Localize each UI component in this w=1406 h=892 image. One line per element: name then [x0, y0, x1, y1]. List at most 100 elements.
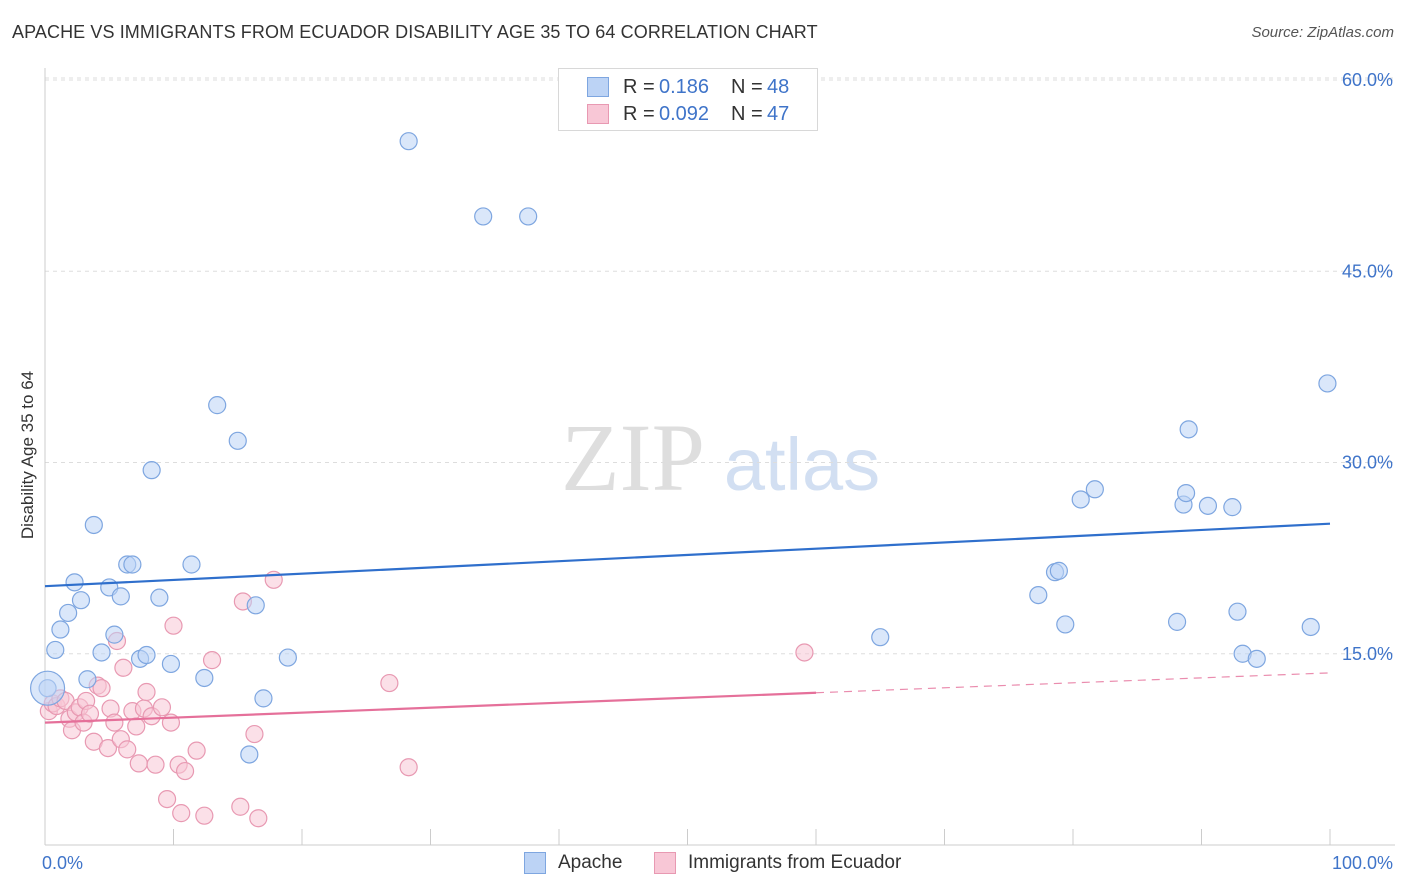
x-tick-labels: 0.0% 100.0% — [42, 853, 1393, 873]
data-point — [254, 689, 273, 708]
data-point — [871, 628, 890, 647]
watermark-zip: ZIP — [561, 404, 705, 511]
data-point — [795, 643, 814, 662]
data-point — [59, 603, 78, 623]
data-point — [172, 804, 191, 823]
legend-row-ecuador: R = 0.092 N = 47 — [587, 102, 789, 126]
data-point — [1167, 612, 1187, 631]
data-point-large — [29, 670, 66, 706]
data-point — [142, 461, 161, 480]
data-point — [1029, 585, 1048, 605]
y-tick-label: 45.0% — [1342, 261, 1393, 281]
gridlines — [45, 77, 1395, 655]
legend-r-label: R = — [623, 75, 655, 98]
data-point — [137, 645, 156, 665]
data-point — [474, 207, 493, 226]
data-point — [111, 587, 130, 606]
legend-r-value: 0.092 — [659, 102, 710, 125]
data-point — [240, 745, 259, 764]
data-point — [195, 668, 214, 688]
data-point — [92, 643, 111, 662]
data-point — [228, 431, 247, 450]
data-point — [127, 717, 146, 736]
trend-line-extension — [815, 672, 1331, 694]
legend-n-label: N = — [731, 75, 763, 98]
data-point — [65, 573, 84, 592]
data-point — [1223, 498, 1242, 517]
data-point — [164, 616, 183, 635]
data-point — [157, 789, 177, 809]
legend-n-value: 48 — [767, 75, 790, 98]
trend-line — [44, 522, 1331, 588]
data-point — [208, 396, 227, 415]
data-point — [399, 132, 418, 151]
x-tick-label: 100.0% — [1332, 853, 1393, 873]
chart-title: APACHE VS IMMIGRANTS FROM ECUADOR DISABI… — [12, 22, 818, 42]
data-point — [1049, 561, 1068, 580]
data-point — [519, 207, 538, 226]
series-legend: Apache Immigrants from Ecuador — [0, 852, 1406, 878]
data-point — [118, 740, 137, 759]
data-point — [78, 670, 97, 689]
data-point — [1176, 484, 1196, 503]
data-point — [187, 741, 206, 760]
data-point — [399, 758, 418, 777]
data-point — [152, 698, 172, 717]
data-point — [175, 761, 195, 781]
data-point — [84, 515, 103, 535]
data-point — [51, 620, 70, 639]
data-point — [231, 797, 250, 816]
data-point — [150, 588, 169, 607]
data-point — [1085, 480, 1104, 499]
data-point — [245, 724, 264, 744]
y-tick-labels: 15.0% 30.0% 45.0% 60.0% — [1342, 70, 1393, 664]
data-point — [92, 679, 111, 698]
ecuador-points — [39, 570, 814, 828]
data-point — [182, 555, 201, 574]
data-point — [105, 713, 124, 732]
watermark-atlas: atlas — [724, 423, 880, 506]
data-point — [195, 806, 214, 825]
data-point — [1056, 615, 1075, 634]
apache-points — [29, 132, 1337, 764]
y-tick-label: 15.0% — [1342, 644, 1393, 664]
legend-swatch-apache — [587, 77, 609, 97]
legend-item-apache[interactable]: Apache — [524, 852, 622, 874]
legend-r-label: R = — [623, 102, 655, 125]
data-point — [105, 625, 124, 644]
data-point — [249, 809, 268, 828]
data-point — [129, 754, 148, 773]
correlation-legend: R = 0.186 N = 48 R = 0.092 N = 47 — [558, 68, 818, 131]
legend-item-ecuador[interactable]: Immigrants from Ecuador — [654, 852, 901, 874]
data-point — [202, 651, 222, 670]
x-tick-label: 0.0% — [42, 853, 83, 873]
data-point — [1071, 490, 1090, 509]
legend-n-label: N = — [731, 102, 763, 125]
data-point — [114, 658, 133, 677]
data-point — [123, 555, 142, 574]
y-tick-label: 60.0% — [1342, 70, 1393, 90]
data-point — [1228, 602, 1247, 621]
legend-swatch-ecuador — [654, 852, 676, 874]
legend-label-ecuador: Immigrants from Ecuador — [688, 852, 902, 873]
data-point — [1179, 420, 1198, 439]
legend-label-apache: Apache — [558, 852, 623, 873]
legend-row-apache: R = 0.186 N = 48 — [587, 75, 789, 99]
data-point — [278, 648, 297, 667]
data-point — [146, 755, 165, 774]
data-point — [1247, 649, 1266, 668]
axes — [44, 68, 1395, 846]
data-point — [46, 640, 65, 660]
data-point — [137, 682, 156, 702]
data-point — [161, 654, 181, 674]
data-point — [1198, 496, 1218, 515]
legend-r-value: 0.186 — [659, 75, 710, 98]
data-point — [71, 591, 91, 610]
data-point — [1318, 374, 1337, 393]
y-tick-label: 30.0% — [1342, 453, 1393, 473]
legend-swatch-apache — [524, 852, 546, 874]
data-point — [380, 673, 399, 693]
data-point — [80, 704, 100, 723]
watermark: ZIP atlas — [561, 404, 880, 511]
